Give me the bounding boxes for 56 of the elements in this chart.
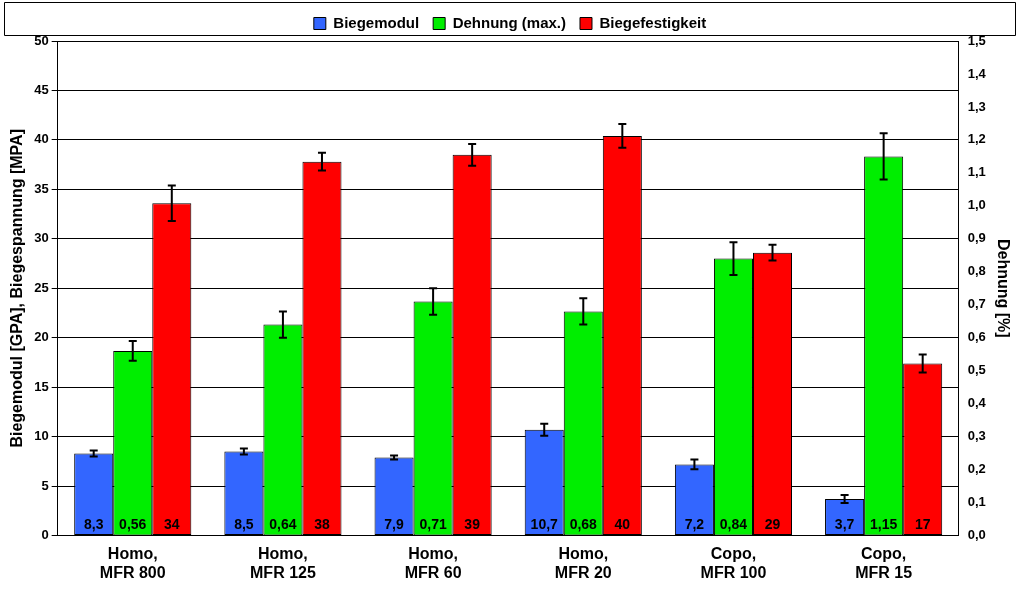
y2-tick-label: 0,2 [967,461,986,477]
y-tick-label: 15 [34,378,49,394]
y2-tick-label: 1,4 [967,65,987,81]
y-tick-label: 25 [34,279,49,295]
data-label: 3,7 [834,515,855,532]
y2-axis-title: Dehnung [%] [994,238,1012,338]
y2-tick-label: 0,6 [967,329,986,345]
y2-tick-label: 0,9 [967,230,986,246]
data-label: 0,71 [419,516,447,533]
data-label: 40 [614,515,631,532]
y-tick-label: 35 [34,180,49,196]
data-label: 7,2 [684,515,705,532]
y2-tick-label: 0,1 [967,494,986,510]
y2-tick-label: 0,8 [967,263,986,279]
x-tick-label: Homo, MFR 60 [404,544,462,581]
data-label: 10,7 [530,515,559,532]
y-tick-label: 50 [34,32,49,48]
y2-tick-label: 0,7 [967,296,986,312]
data-label: 17 [914,515,931,532]
x-tick-label: Homo, MFR 800 [99,544,166,581]
data-label: 8,5 [234,515,254,532]
legend-label: Dehnung (max.) [452,13,566,31]
y-tick-label: 30 [34,230,49,246]
data-label: 0,56 [119,516,147,533]
y2-tick-label: 0,5 [967,362,986,378]
data-label: 29 [764,515,781,532]
y2-tick-label: 1,1 [967,164,986,180]
data-label: 8,3 [83,515,104,532]
legend-label: Biegefestigkeit [599,13,707,31]
x-tick-label: Homo, MFR 20 [554,544,612,581]
data-label: 0,64 [269,516,297,533]
y-tick-label: 45 [34,82,49,98]
data-label: 34 [164,515,180,532]
data-label: 38 [314,515,330,532]
y2-tick-label: 0,4 [967,395,987,411]
data-label: 39 [464,515,481,532]
y2-tick-label: 0,3 [967,428,986,444]
y2-tick-label: 0,0 [967,527,986,543]
y-tick-label: 10 [34,428,49,444]
data-label: 0,84 [719,516,748,533]
y2-tick-label: 1,5 [967,32,986,48]
y2-tick-label: 1,0 [967,197,986,213]
legend-label: Biegemodul [333,13,420,31]
x-tick-label: Copo, MFR 15 [855,544,913,581]
data-label: 7,9 [384,515,404,532]
y-tick-label: 0 [41,527,49,543]
x-tick-label: Homo, MFR 125 [250,544,316,581]
data-label: 1,15 [870,516,898,533]
x-tick-label: Copo, MFR 100 [700,544,767,581]
y2-tick-label: 1,2 [967,131,986,147]
y-tick-label: 20 [34,329,49,345]
y2-tick-label: 1,3 [967,98,986,114]
y-tick-label: 5 [41,477,49,493]
y-axis-title: Biegemodul [GPA], Biegespannung [MPA] [8,129,26,448]
y-tick-label: 40 [34,131,49,147]
data-label: 0,68 [569,516,598,533]
